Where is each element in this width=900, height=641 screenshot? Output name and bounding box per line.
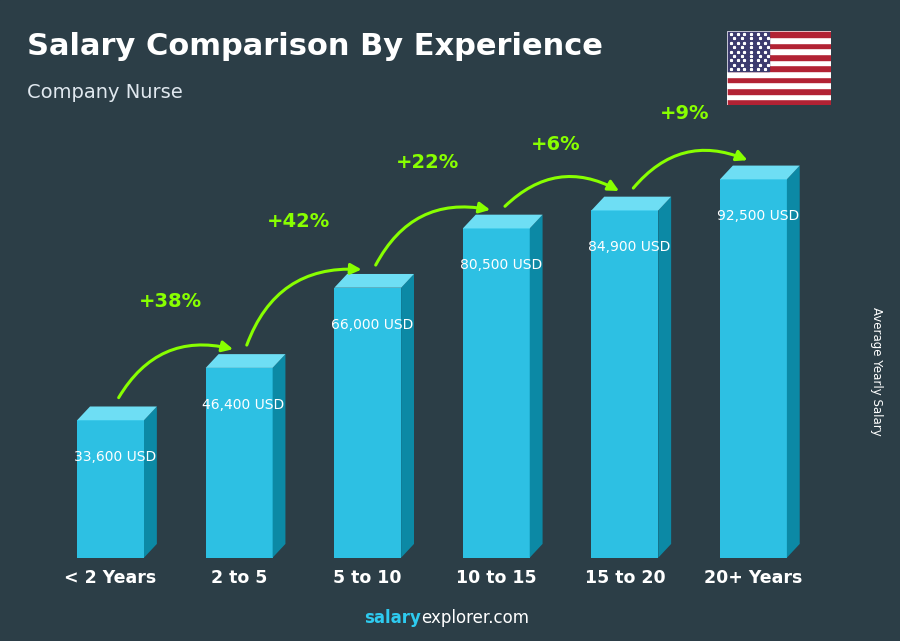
Text: 46,400 USD: 46,400 USD: [202, 398, 284, 412]
Polygon shape: [273, 354, 285, 558]
Text: +42%: +42%: [267, 212, 330, 231]
Bar: [727, 77, 831, 83]
Bar: [727, 37, 831, 43]
Polygon shape: [463, 228, 530, 558]
Polygon shape: [77, 406, 157, 420]
Text: +22%: +22%: [396, 153, 459, 172]
Bar: [727, 94, 831, 99]
Text: 80,500 USD: 80,500 USD: [460, 258, 542, 272]
Polygon shape: [463, 215, 543, 228]
Polygon shape: [401, 274, 414, 558]
Polygon shape: [720, 179, 787, 558]
Polygon shape: [334, 274, 414, 288]
Polygon shape: [787, 165, 800, 558]
Polygon shape: [206, 354, 285, 368]
Bar: [727, 71, 831, 77]
Polygon shape: [206, 368, 273, 558]
Polygon shape: [144, 406, 157, 558]
Bar: [727, 65, 831, 71]
Polygon shape: [658, 197, 671, 558]
Bar: [727, 99, 831, 105]
Bar: [727, 31, 831, 37]
Bar: [727, 31, 769, 71]
Polygon shape: [591, 197, 671, 210]
Bar: [727, 83, 831, 88]
Text: Company Nurse: Company Nurse: [27, 83, 183, 103]
Bar: [727, 49, 831, 54]
Bar: [727, 54, 831, 60]
Text: Salary Comparison By Experience: Salary Comparison By Experience: [27, 32, 603, 61]
Text: +9%: +9%: [660, 104, 709, 122]
Text: +38%: +38%: [139, 292, 202, 311]
Text: Average Yearly Salary: Average Yearly Salary: [870, 308, 883, 436]
Polygon shape: [530, 215, 543, 558]
Text: explorer.com: explorer.com: [421, 609, 529, 627]
Bar: [727, 43, 831, 49]
Bar: [727, 60, 831, 65]
Bar: [727, 88, 831, 94]
Polygon shape: [77, 420, 144, 558]
Polygon shape: [334, 288, 401, 558]
Text: 66,000 USD: 66,000 USD: [331, 318, 413, 332]
Text: salary: salary: [364, 609, 421, 627]
Text: 33,600 USD: 33,600 USD: [74, 450, 156, 464]
Text: 84,900 USD: 84,900 USD: [588, 240, 670, 254]
Text: 92,500 USD: 92,500 USD: [716, 210, 799, 224]
Polygon shape: [591, 210, 658, 558]
Polygon shape: [720, 165, 800, 179]
Text: +6%: +6%: [531, 135, 580, 154]
